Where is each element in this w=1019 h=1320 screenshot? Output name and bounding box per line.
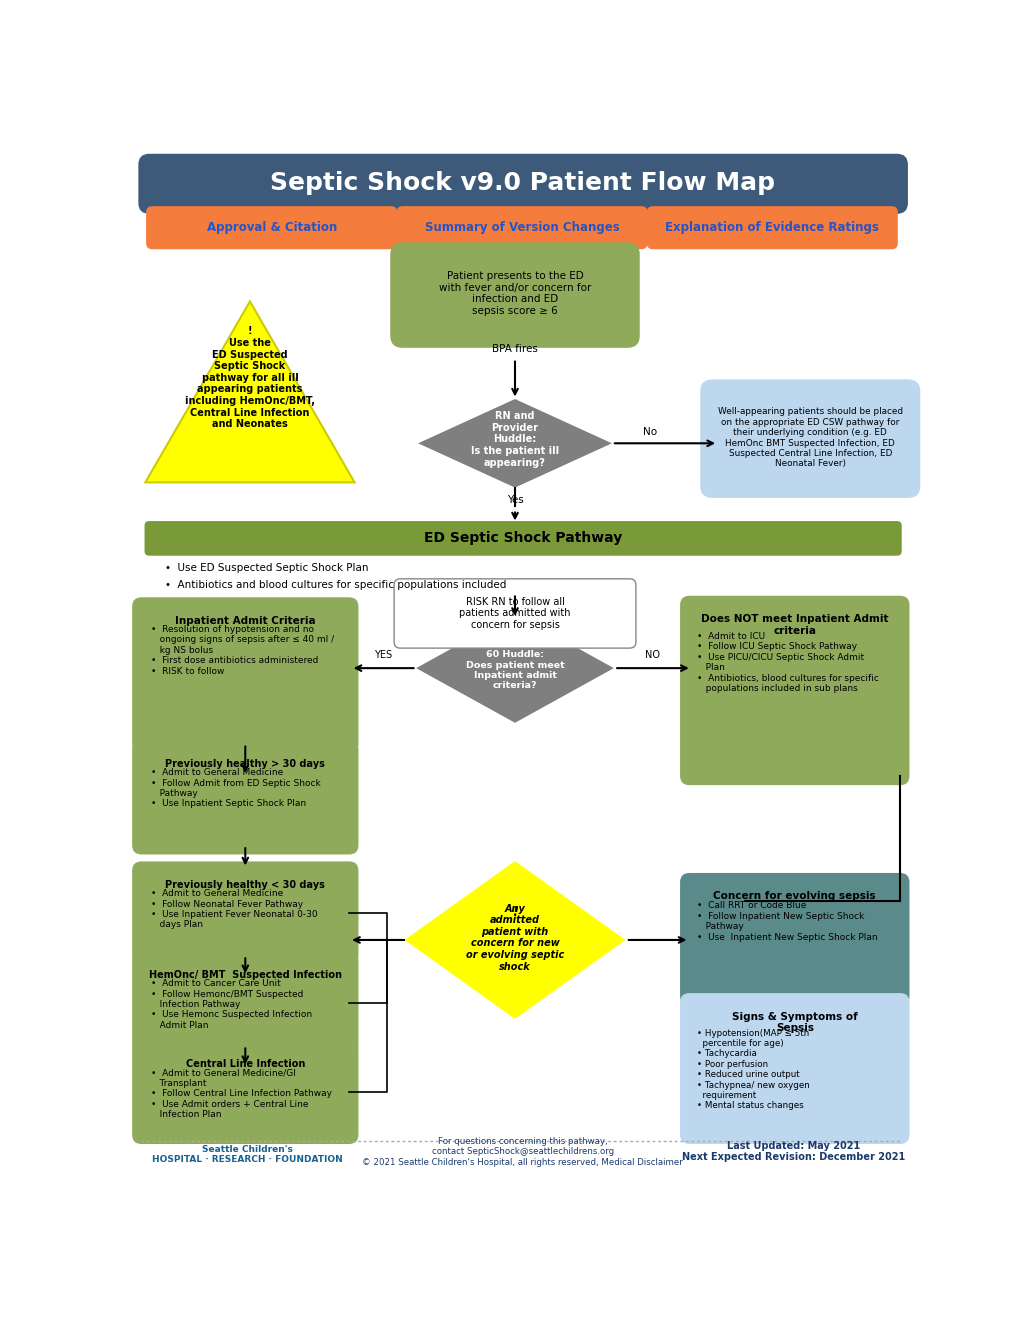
FancyBboxPatch shape	[145, 521, 901, 556]
Polygon shape	[145, 301, 355, 482]
Text: Inpatient Admit Criteria: Inpatient Admit Criteria	[175, 616, 315, 626]
Polygon shape	[418, 399, 611, 487]
Text: Approval & Citation: Approval & Citation	[206, 220, 336, 234]
Text: Concern for evolving sepsis: Concern for evolving sepsis	[712, 891, 875, 902]
Text: NO: NO	[645, 651, 660, 660]
FancyBboxPatch shape	[396, 206, 647, 249]
Polygon shape	[405, 861, 625, 1019]
FancyBboxPatch shape	[680, 595, 909, 785]
Text: •  Resolution of hypotension and no
   ongoing signs of sepsis after ≤ 40 ml /
 : • Resolution of hypotension and no ongoi…	[151, 626, 333, 676]
Text: Patient presents to the ED
with fever and/or concern for
infection and ED
sepsis: Patient presents to the ED with fever an…	[438, 271, 591, 315]
FancyBboxPatch shape	[393, 579, 635, 648]
Text: Seattle Children's
HOSPITAL · RESEARCH · FOUNDATION: Seattle Children's HOSPITAL · RESEARCH ·…	[152, 1144, 342, 1164]
Text: Previously healthy < 30 days: Previously healthy < 30 days	[165, 880, 325, 890]
Text: No: No	[642, 428, 656, 437]
Text: YES: YES	[374, 651, 392, 660]
FancyBboxPatch shape	[132, 862, 358, 965]
Text: Yes: Yes	[506, 495, 523, 506]
Text: Explanation of Evidence Ratings: Explanation of Evidence Ratings	[664, 220, 878, 234]
Text: •  Admit to ICU
•  Follow ICU Septic Shock Pathway
•  Use PICU/CICU Septic Shock: • Admit to ICU • Follow ICU Septic Shock…	[696, 632, 878, 693]
Text: Signs & Symptoms of
Sepsis: Signs & Symptoms of Sepsis	[732, 1011, 857, 1034]
Text: •  Admit to General Medicine
•  Follow Neonatal Fever Pathway
•  Use Inpatient F: • Admit to General Medicine • Follow Neo…	[151, 890, 317, 929]
Text: ED Septic Shock Pathway: ED Septic Shock Pathway	[423, 532, 622, 545]
FancyBboxPatch shape	[132, 741, 358, 854]
Text: RN and
Provider
Huddle:
Is the patient ill
appearing?: RN and Provider Huddle: Is the patient i…	[471, 412, 558, 467]
Text: Any
admitted
patient with
concern for new
or evolving septic
shock: Any admitted patient with concern for ne…	[466, 904, 564, 972]
FancyBboxPatch shape	[132, 598, 358, 752]
Text: Minute
60 Huddle:
Does patient meet
Inpatient admit
criteria?: Minute 60 Huddle: Does patient meet Inpa…	[465, 640, 564, 690]
Text: Septic Shock v9.0 Patient Flow Map: Septic Shock v9.0 Patient Flow Map	[270, 172, 774, 195]
Text: HemOnc/ BMT  Suspected Infection: HemOnc/ BMT Suspected Infection	[149, 970, 341, 979]
FancyBboxPatch shape	[132, 952, 358, 1055]
Text: For questions concerning this pathway,
contact SepticShock@seattlechildrens.org
: For questions concerning this pathway, c…	[362, 1137, 683, 1167]
Text: •  Antibiotics and blood cultures for specific populations included: • Antibiotics and blood cultures for spe…	[164, 581, 505, 590]
Text: BPA fires: BPA fires	[491, 345, 537, 354]
Text: Central Line Infection: Central Line Infection	[185, 1059, 305, 1069]
Text: Previously healthy > 30 days: Previously healthy > 30 days	[165, 759, 325, 770]
Text: Does NOT meet Inpatient Admit
criteria: Does NOT meet Inpatient Admit criteria	[700, 614, 888, 636]
Text: !: !	[512, 906, 518, 917]
Text: Well-appearing patients should be placed
on the appropriate ED CSW pathway for
t: Well-appearing patients should be placed…	[717, 408, 902, 469]
Text: Last Updated: May 2021
Next Expected Revision: December 2021: Last Updated: May 2021 Next Expected Rev…	[682, 1140, 905, 1163]
FancyBboxPatch shape	[680, 873, 909, 1006]
FancyBboxPatch shape	[139, 154, 907, 214]
Text: •  Admit to General Medicine/GI
   Transplant
•  Follow Central Line Infection P: • Admit to General Medicine/GI Transplan…	[151, 1069, 331, 1119]
FancyBboxPatch shape	[680, 993, 909, 1144]
FancyBboxPatch shape	[699, 379, 919, 498]
Polygon shape	[416, 614, 613, 723]
Text: Summary of Version Changes: Summary of Version Changes	[424, 220, 619, 234]
Text: •  Admit to Cancer Care Unit
•  Follow Hemonc/BMT Suspected
   Infection Pathway: • Admit to Cancer Care Unit • Follow Hem…	[151, 979, 312, 1030]
Text: •  Admit to General Medicine
•  Follow Admit from ED Septic Shock
   Pathway
•  : • Admit to General Medicine • Follow Adm…	[151, 768, 320, 808]
FancyBboxPatch shape	[146, 206, 396, 249]
FancyBboxPatch shape	[132, 1040, 358, 1144]
Text: •  Use ED Suspected Septic Shock Plan: • Use ED Suspected Septic Shock Plan	[164, 562, 368, 573]
FancyBboxPatch shape	[390, 243, 639, 348]
Text: !
Use the
ED Suspected
Septic Shock
pathway for all ill
appearing patients
inclu: ! Use the ED Suspected Septic Shock path…	[184, 326, 315, 429]
Text: •  Call RRT or Code Blue
•  Follow Inpatient New Septic Shock
   Pathway
•  Use : • Call RRT or Code Blue • Follow Inpatie…	[696, 902, 877, 941]
Text: RISK RN to follow all
patients admitted with
concern for sepsis: RISK RN to follow all patients admitted …	[459, 597, 571, 630]
Text: • Hypotension(MAP ≤ 5th
  percentile for age)
• Tachycardia
• Poor perfusion
• R: • Hypotension(MAP ≤ 5th percentile for a…	[696, 1028, 809, 1110]
FancyBboxPatch shape	[646, 206, 897, 249]
